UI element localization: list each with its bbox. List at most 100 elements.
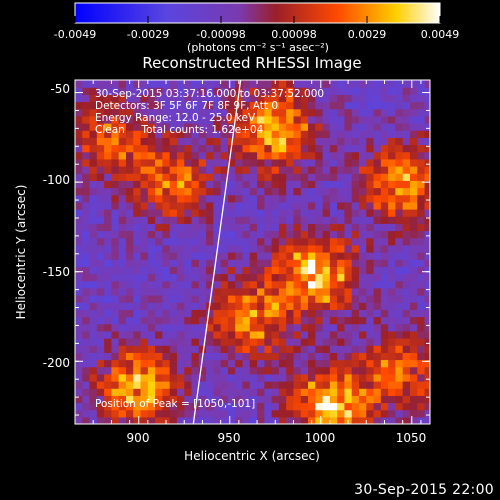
heatmap-cell — [169, 158, 178, 167]
heatmap-cell — [133, 80, 142, 88]
heatmap-cell — [359, 237, 367, 246]
heatmap-cell — [133, 173, 142, 181]
heatmap-cell — [249, 223, 258, 232]
heatmap-cell — [191, 381, 200, 389]
heatmap-cell — [104, 151, 113, 160]
heatmap-cell — [206, 180, 214, 189]
heatmap-cell — [111, 309, 120, 318]
heatmap-cell — [198, 244, 207, 253]
heatmap-cell — [373, 94, 382, 103]
heatmap-cell — [293, 173, 302, 181]
heatmap-cell — [155, 108, 163, 117]
heatmap-cell — [359, 87, 367, 95]
heatmap-cell — [337, 373, 346, 382]
heatmap-cell — [198, 108, 207, 117]
heatmap-cell — [162, 402, 171, 411]
heatmap-cell — [395, 230, 404, 239]
heatmap-cell — [111, 302, 120, 310]
heatmap-cell — [242, 173, 251, 181]
heatmap-cell — [337, 94, 346, 103]
heatmap-cell — [96, 194, 105, 203]
heatmap-cell — [96, 201, 105, 210]
heatmap-cell — [380, 273, 389, 282]
heatmap-cell — [140, 259, 149, 267]
heatmap-cell — [402, 108, 411, 117]
heatmap-cell — [322, 209, 331, 217]
heatmap-cell — [118, 216, 127, 224]
heatmap-cell — [351, 244, 360, 253]
heatmap-cell — [417, 230, 426, 239]
heatmap-cell — [111, 373, 120, 382]
heatmap-cell — [235, 173, 244, 181]
heatmap-cell — [220, 137, 229, 146]
heatmap-cell — [344, 266, 353, 275]
heatmap-cell — [140, 338, 149, 346]
heatmap-cell — [315, 108, 324, 117]
heatmap-cell — [118, 338, 127, 346]
heatmap-cell — [96, 416, 105, 424]
heatmap-cell — [322, 187, 331, 196]
heatmap-cell — [329, 216, 338, 224]
heatmap-cell — [329, 402, 338, 411]
heatmap-cell — [111, 209, 120, 217]
heatmap-cell — [75, 338, 83, 346]
heatmap-cell — [264, 130, 273, 138]
heatmap-cell — [176, 266, 185, 275]
heatmap-cell — [235, 330, 244, 339]
heatmap-cell — [89, 201, 98, 210]
heatmap-cell — [257, 223, 265, 232]
heatmap-cell — [322, 352, 331, 361]
heatmap-cell — [104, 309, 113, 318]
heatmap-cell — [191, 173, 200, 181]
heatmap-cell — [271, 330, 280, 339]
heatmap-cell — [227, 402, 236, 411]
heatmap-cell — [198, 366, 207, 375]
heatmap-cell — [402, 330, 411, 339]
heatmap-cell — [351, 230, 360, 239]
heatmap-cell — [308, 158, 316, 167]
heatmap-cell — [242, 180, 251, 189]
heatmap-cell — [359, 309, 367, 318]
heatmap-cell — [264, 144, 273, 153]
heatmap-cell — [220, 316, 229, 325]
y-tick-label: -200 — [43, 356, 70, 370]
heatmap-cell — [147, 323, 156, 332]
heatmap-cell — [359, 80, 367, 88]
heatmap-cell — [380, 373, 389, 382]
heatmap-cell — [220, 223, 229, 232]
heatmap-cell — [169, 388, 178, 396]
heatmap-cell — [308, 130, 316, 138]
heatmap-cell — [249, 402, 258, 411]
heatmap-cell — [242, 223, 251, 232]
heatmap-cell — [278, 287, 287, 296]
heatmap-cell — [366, 338, 375, 346]
heatmap-cell — [271, 194, 280, 203]
heatmap-cell — [155, 287, 163, 296]
heatmap-cell — [75, 108, 83, 117]
heatmap-cell — [125, 287, 134, 296]
heatmap-cell — [308, 316, 316, 325]
heatmap-cell — [118, 295, 127, 303]
heatmap-cell — [329, 287, 338, 296]
heatmap-cell — [388, 302, 397, 310]
heatmap-cell — [351, 101, 360, 110]
heatmap-cell — [235, 352, 244, 361]
heatmap-cell — [300, 330, 309, 339]
heatmap-cell — [264, 252, 273, 260]
heatmap-cell — [366, 323, 375, 332]
heatmap-cell — [395, 80, 404, 88]
heatmap-cell — [278, 395, 287, 404]
heatmap-cell — [155, 158, 163, 167]
heatmap-cell — [191, 151, 200, 160]
heatmap-cell — [89, 273, 98, 282]
heatmap-cell — [300, 87, 309, 95]
heatmap-cell — [118, 158, 127, 167]
heatmap-image — [75, 80, 430, 424]
heatmap-cell — [417, 295, 426, 303]
heatmap-cell — [191, 338, 200, 346]
heatmap-cell — [104, 115, 113, 124]
heatmap-cell — [344, 151, 353, 160]
heatmap-cell — [155, 295, 163, 303]
heatmap-cell — [257, 295, 265, 303]
heatmap-cell — [140, 94, 149, 103]
